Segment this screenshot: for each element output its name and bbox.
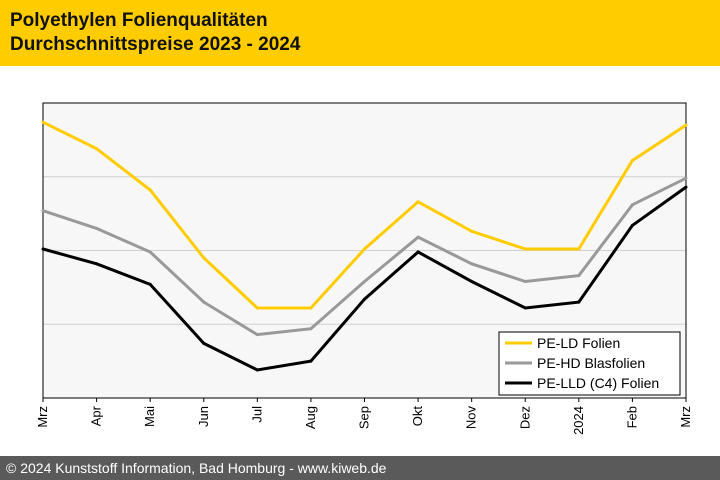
data-point-1-8 [470, 262, 474, 266]
footer-copyright: © 2024 Kunststoff Information, Bad Hombu… [6, 460, 387, 476]
data-point-1-0 [41, 209, 45, 213]
data-point-0-7 [416, 200, 420, 204]
data-point-0-2 [148, 188, 152, 192]
data-point-2-10 [577, 300, 581, 304]
data-point-1-10 [577, 274, 581, 278]
data-point-2-5 [309, 359, 313, 363]
data-point-1-2 [148, 250, 152, 254]
chart-title-line2: Durchschnittspreise 2023 - 2024 [10, 34, 301, 55]
header-banner: Polyethylen Folienqualitäten Durchschnit… [0, 0, 720, 66]
data-point-0-6 [363, 247, 366, 251]
line-chart: Mrz Apr Mai Jun Jul Aug Sep Okt Nov Dez 2024 Feb Mrz… [35, 102, 693, 435]
x-tick-label-11: Feb [624, 406, 639, 428]
data-point-1-6 [363, 279, 366, 283]
x-tick-label-0: Mrz [35, 406, 50, 428]
data-point-2-1 [95, 262, 99, 266]
footer-bar: © 2024 Kunststoff Information, Bad Hombu… [0, 456, 720, 480]
data-point-0-9 [523, 247, 527, 251]
data-point-2-0 [41, 247, 45, 251]
data-point-1-12 [684, 176, 688, 180]
legend-label-0: PE-LD Folien [537, 335, 620, 351]
legend-label-2: PE-LLD (C4) Folien [537, 375, 659, 391]
data-point-2-11 [630, 223, 634, 227]
data-point-2-2 [148, 282, 152, 286]
data-point-1-7 [416, 235, 420, 239]
x-tick-label-4: Jul [249, 406, 264, 423]
data-point-1-1 [95, 226, 99, 230]
data-point-0-11 [630, 159, 634, 163]
data-point-0-0 [41, 120, 45, 124]
data-point-2-9 [523, 306, 527, 310]
legend-label-1: PE-HD Blasfolien [537, 355, 645, 371]
data-point-0-1 [95, 147, 99, 151]
data-point-0-4 [255, 306, 259, 310]
x-tick-label-1: Apr [89, 405, 104, 426]
x-tick-label-8: Nov [464, 406, 479, 430]
data-point-2-8 [470, 279, 474, 283]
data-point-2-4 [255, 368, 259, 372]
x-tick-label-6: Sep [357, 406, 372, 429]
data-point-1-3 [202, 300, 206, 304]
data-point-1-5 [309, 327, 313, 331]
data-point-0-8 [470, 229, 474, 233]
x-tick-label-12: Mrz [678, 406, 693, 428]
data-point-1-4 [255, 333, 259, 337]
x-tick-label-2: Mai [142, 406, 157, 427]
x-tick-label-10: 2024 [571, 406, 586, 435]
chart-title-line1: Polyethylen Folienqualitäten [10, 10, 268, 31]
x-tick-label-5: Aug [303, 406, 318, 429]
data-point-0-5 [309, 306, 313, 310]
data-point-1-11 [630, 203, 634, 207]
data-point-2-3 [202, 341, 206, 345]
data-point-0-12 [684, 123, 688, 127]
x-tick-label-7: Okt [410, 406, 425, 427]
data-point-1-9 [523, 279, 527, 283]
x-tick-label-3: Jun [196, 406, 211, 427]
data-point-2-12 [684, 185, 688, 189]
x-tick-label-9: Dez [517, 406, 532, 429]
data-point-2-7 [416, 250, 420, 254]
data-point-2-6 [363, 297, 366, 301]
data-point-0-10 [577, 247, 581, 251]
data-point-0-3 [202, 256, 206, 260]
